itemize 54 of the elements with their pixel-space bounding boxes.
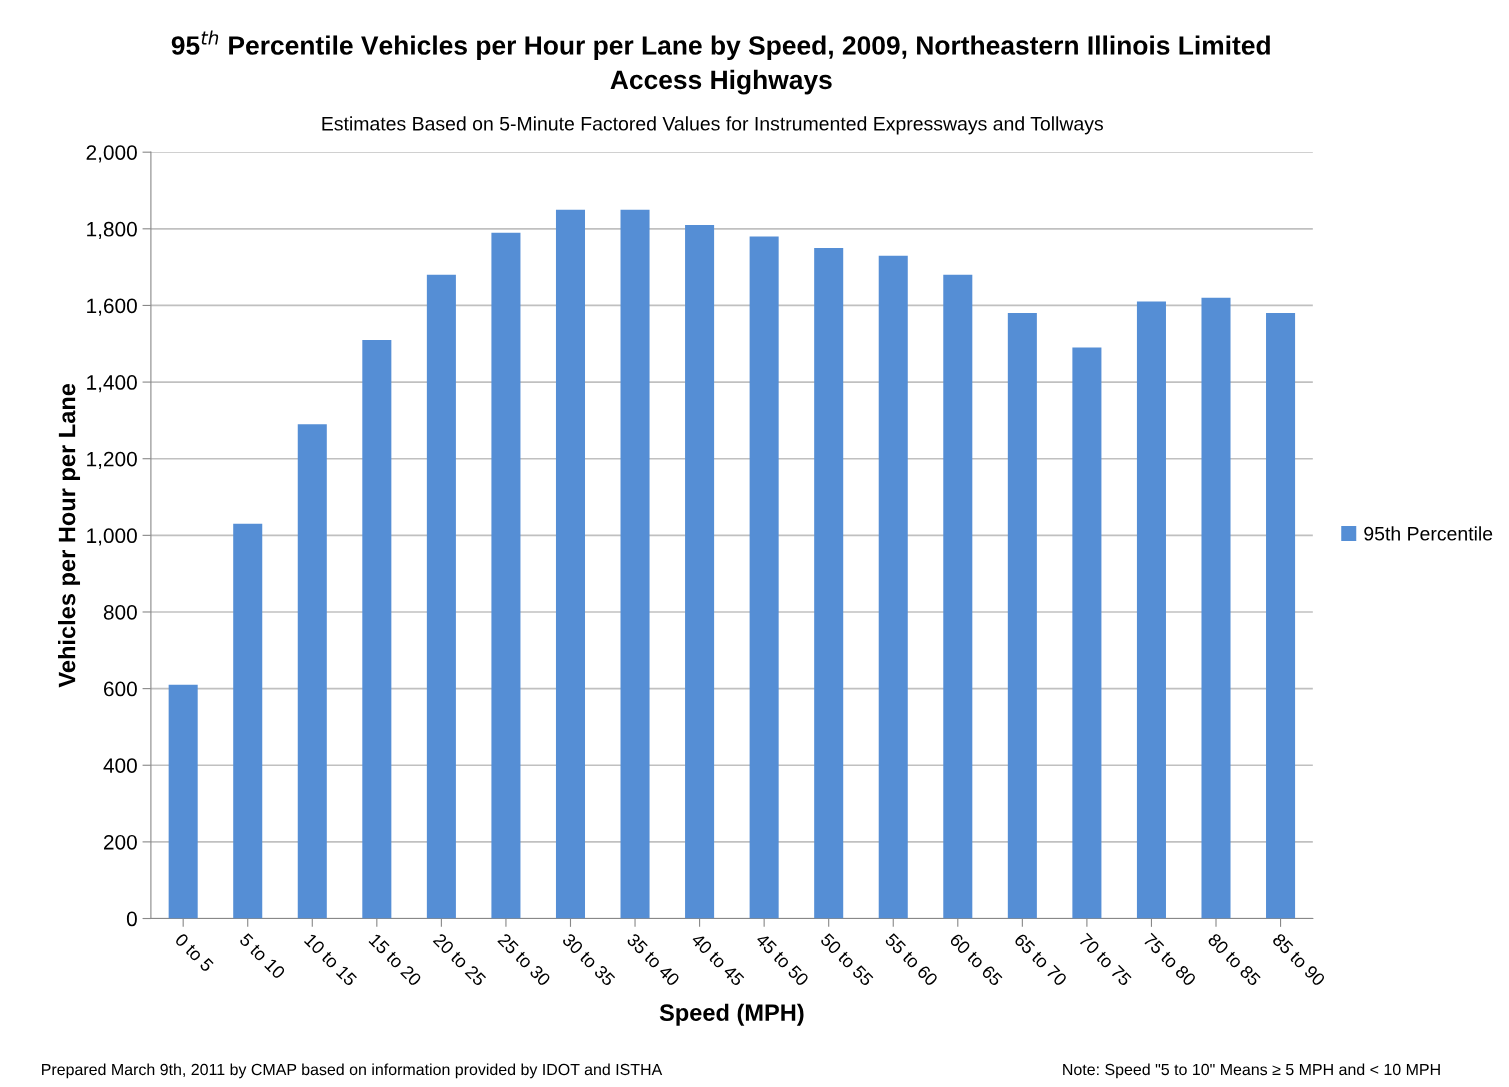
y-tick-label: 2,000 (86, 145, 137, 163)
chart-subtitle: Estimates Based on 5-Minute Factored Values for Instrumented Expressways and Tollways (322, 116, 1103, 135)
bar (1072, 347, 1102, 919)
x-tick-label: 15 to 20 (368, 933, 423, 987)
y-tick-label: 800 (103, 604, 137, 620)
x-tick-label: 55 to 60 (884, 932, 939, 987)
chart-title: 95$^{th}$ Percentile Vehicles per Hour per Lane by Speed, 2009, Northeastern Illinois Limited Access Highways (171, 30, 1270, 95)
y-axis-title: Vehicles per Hour per Lane (58, 383, 81, 688)
legend-label: 95th Percentile (1364, 526, 1493, 541)
x-tick-label: 25 to 30 (497, 932, 552, 987)
bar (555, 209, 586, 919)
y-tick-label: 0 (126, 911, 137, 927)
x-tick-label: 85 to 90 (1271, 932, 1326, 987)
text: Prepared March 9th, 2011 by CMAP based on information provided by IDOT and ISTHA (42, 1063, 663, 1079)
y-tick-label: 600 (104, 681, 137, 697)
bar (878, 255, 908, 919)
bar (362, 339, 392, 919)
x-tick-label: 75 to 80 (1142, 932, 1197, 987)
x-tick-label: 0 to 5 (174, 932, 215, 973)
bar (426, 274, 456, 919)
bar (233, 523, 263, 919)
x-tick-label: 40 to 45 (690, 932, 745, 987)
bar (168, 684, 198, 919)
bar (297, 424, 327, 919)
bar (491, 232, 521, 919)
x-axis-title: Speed (MPH) (659, 1003, 804, 1026)
text: Note: Speed "5 to 10" Means ≥ 5 MPH and < 10 MPH (1063, 1063, 1440, 1079)
x-tick-label: 50 to 55 (819, 932, 874, 987)
bar (749, 236, 779, 919)
x-tick-label: 45 to 50 (755, 932, 810, 987)
x-tick-label: 65 to 70 (1013, 932, 1068, 987)
bar (1007, 313, 1037, 919)
y-tick-label: 1,600 (87, 298, 137, 316)
x-tick-label: 80 to 85 (1207, 932, 1262, 987)
y-tick-label: 200 (104, 834, 137, 850)
bar (1266, 313, 1296, 919)
x-tick-label: 20 to 25 (432, 932, 487, 987)
bar (943, 274, 973, 919)
x-tick-label: 10 to 15 (303, 933, 358, 987)
x-tick-label: 35 to 40 (626, 932, 681, 987)
x-tick-label: 70 to 75 (1078, 932, 1133, 987)
bar (1136, 301, 1166, 919)
y-tick-label: 1,000 (87, 528, 137, 546)
x-tick-label: 60 to 65 (949, 932, 1004, 987)
y-tick-label: 1,400 (87, 375, 137, 393)
x-tick-label: 30 to 35 (561, 932, 616, 987)
bar (620, 209, 650, 919)
x-tick-label: 5 to 10 (238, 932, 286, 980)
bar (814, 247, 844, 919)
y-tick-label: 1,800 (87, 221, 137, 240)
y-tick-label: 1,200 (87, 451, 137, 469)
bar (685, 224, 715, 919)
bar (1201, 297, 1231, 919)
y-tick-label: 400 (103, 758, 137, 773)
